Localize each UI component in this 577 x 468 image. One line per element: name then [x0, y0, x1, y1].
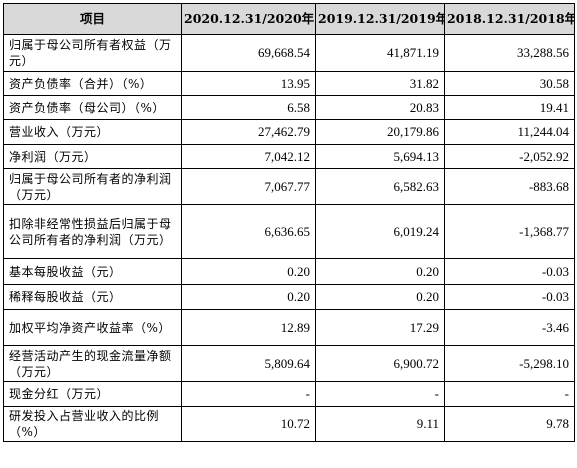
row-label: 现金分红（万元）: [3, 381, 182, 407]
table-header-row: 项目 2020.12.31/2020年 2019.12.31/2019年 201…: [3, 3, 575, 35]
row-label: 经营活动产生的现金流量净额（万元）: [3, 345, 182, 382]
cell-value-2018: 9.78: [444, 406, 575, 442]
table-row: 资产负债率（合并）（%） 13.95 31.82 30.58: [3, 71, 575, 96]
table-row: 研发投入占营业收入的比例（%） 10.72 9.11 9.78: [3, 406, 575, 442]
table-row: 归属于母公司所有者权益（万元） 69,668.54 41,871.19 33,2…: [3, 34, 575, 72]
row-label: 营业收入（万元）: [3, 119, 182, 145]
cell-value-2018: -2,052.92: [444, 144, 575, 169]
cell-value-2019: 9.11: [315, 406, 445, 442]
cell-value-2020: 6.58: [181, 95, 316, 120]
cell-value-2018: 19.41: [444, 95, 575, 120]
cell-value-2019: 5,694.13: [315, 144, 445, 169]
financial-indicators-table: 项目 2020.12.31/2020年 2019.12.31/2019年 201…: [3, 3, 575, 442]
cell-value-2019: 20.83: [315, 95, 445, 120]
cell-value-2018: 33,288.56: [444, 34, 575, 72]
cell-value-2019: 41,871.19: [315, 34, 445, 72]
table-row: 加权平均净资产收益率（%） 12.89 17.29 -3.46: [3, 309, 575, 346]
cell-value-2019: 6,900.72: [315, 345, 445, 382]
cell-value-2019: 6,019.24: [315, 204, 445, 259]
table-row: 扣除非经常性损益后归属于母公司所有者的净利润（万元） 6,636.65 6,01…: [3, 204, 575, 259]
cell-value-2018: -3.46: [444, 309, 575, 346]
table-row: 归属于母公司所有者的净利润（万元） 7,067.77 6,582.63 -883…: [3, 168, 575, 205]
table-row: 资产负债率（母公司）（%） 6.58 20.83 19.41: [3, 95, 575, 120]
cell-value-2019: 31.82: [315, 71, 445, 96]
cell-value-2020: 5,809.64: [181, 345, 316, 382]
cell-value-2018: -0.03: [444, 284, 575, 310]
cell-value-2018: 30.58: [444, 71, 575, 96]
cell-value-2020: -: [181, 381, 316, 407]
table-row: 基本每股收益（元） 0.20 0.20 -0.03: [3, 258, 575, 285]
row-label: 加权平均净资产收益率（%）: [3, 309, 182, 346]
cell-value-2020: 69,668.54: [181, 34, 316, 72]
row-label: 研发投入占营业收入的比例（%）: [3, 406, 182, 442]
header-item: 项目: [3, 3, 182, 35]
cell-value-2018: -0.03: [444, 258, 575, 285]
table-row: 净利润（万元） 7,042.12 5,694.13 -2,052.92: [3, 144, 575, 169]
cell-value-2020: 10.72: [181, 406, 316, 442]
cell-value-2019: 6,582.63: [315, 168, 445, 205]
cell-value-2020: 0.20: [181, 258, 316, 285]
cell-value-2020: 27,462.79: [181, 119, 316, 145]
cell-value-2019: 0.20: [315, 284, 445, 310]
cell-value-2019: 20,179.86: [315, 119, 445, 145]
cell-value-2018: -: [444, 381, 575, 407]
cell-value-2018: -883.68: [444, 168, 575, 205]
table-row: 稀释每股收益（元） 0.20 0.20 -0.03: [3, 284, 575, 310]
header-2020: 2020.12.31/2020年: [181, 3, 316, 35]
cell-value-2020: 7,042.12: [181, 144, 316, 169]
row-label: 扣除非经常性损益后归属于母公司所有者的净利润（万元）: [3, 204, 182, 259]
row-label: 资产负债率（合并）（%）: [3, 71, 182, 96]
row-label: 净利润（万元）: [3, 144, 182, 169]
cell-value-2019: 0.20: [315, 258, 445, 285]
cell-value-2019: 17.29: [315, 309, 445, 346]
cell-value-2020: 6,636.65: [181, 204, 316, 259]
cell-value-2019: -: [315, 381, 445, 407]
row-label: 归属于母公司所有者的净利润（万元）: [3, 168, 182, 205]
table-row: 现金分红（万元） - - -: [3, 381, 575, 407]
cell-value-2020: 7,067.77: [181, 168, 316, 205]
cell-value-2020: 13.95: [181, 71, 316, 96]
cell-value-2018: -1,368.77: [444, 204, 575, 259]
row-label: 资产负债率（母公司）（%）: [3, 95, 182, 120]
row-label: 基本每股收益（元）: [3, 258, 182, 285]
cell-value-2020: 0.20: [181, 284, 316, 310]
cell-value-2018: -5,298.10: [444, 345, 575, 382]
cell-value-2018: 11,244.04: [444, 119, 575, 145]
row-label: 稀释每股收益（元）: [3, 284, 182, 310]
cell-value-2020: 12.89: [181, 309, 316, 346]
header-2018: 2018.12.31/2018年: [444, 3, 575, 35]
table-row: 营业收入（万元） 27,462.79 20,179.86 11,244.04: [3, 119, 575, 145]
row-label: 归属于母公司所有者权益（万元）: [3, 34, 182, 72]
table-row: 经营活动产生的现金流量净额（万元） 5,809.64 6,900.72 -5,2…: [3, 345, 575, 382]
header-2019: 2019.12.31/2019年: [315, 3, 445, 35]
